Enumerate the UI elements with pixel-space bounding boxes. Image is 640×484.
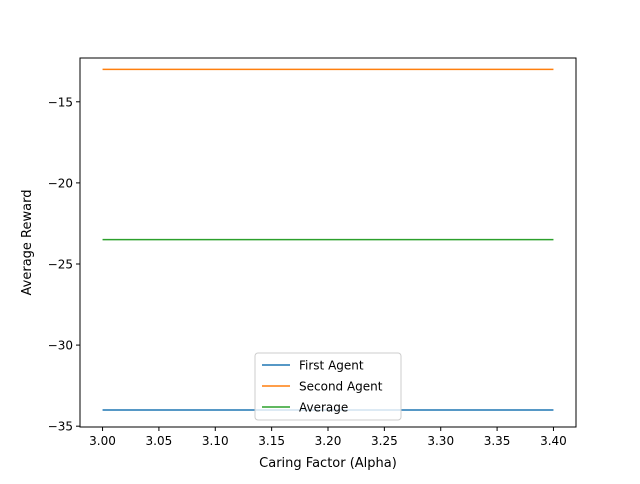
y-tick-label: −20 (48, 176, 73, 190)
legend-label-1: Second Agent (299, 380, 383, 394)
legend-label-2: Average (299, 401, 348, 415)
x-tick-label: 3.15 (258, 434, 285, 448)
y-axis-label: Average Reward (20, 190, 35, 296)
x-axis-ticks: 3.00 3.05 3.10 3.15 3.20 3.25 3.30 3.35 3.40 (89, 427, 567, 448)
y-tick-label: −30 (48, 339, 73, 353)
y-tick-label: −15 (48, 95, 73, 109)
legend-label-0: First Agent (299, 359, 364, 373)
x-tick-label: 3.20 (315, 434, 342, 448)
x-tick-label: 3.00 (89, 434, 116, 448)
x-tick-label: 3.10 (202, 434, 229, 448)
x-tick-label: 3.25 (371, 434, 398, 448)
legend-items: First Agent Second Agent Average (262, 359, 383, 415)
x-tick-label: 3.40 (540, 434, 567, 448)
y-axis-ticks: −35 −30 −25 −20 −15 (48, 95, 80, 434)
x-tick-label: 3.30 (427, 434, 454, 448)
x-tick-label: 3.05 (146, 434, 173, 448)
x-axis-label: Caring Factor (Alpha) (259, 456, 397, 471)
y-tick-label: −35 (48, 420, 73, 434)
legend: First Agent Second Agent Average (254, 352, 402, 421)
y-tick-label: −25 (48, 257, 73, 271)
legend-box (254, 352, 402, 421)
x-tick-label: 3.35 (484, 434, 511, 448)
